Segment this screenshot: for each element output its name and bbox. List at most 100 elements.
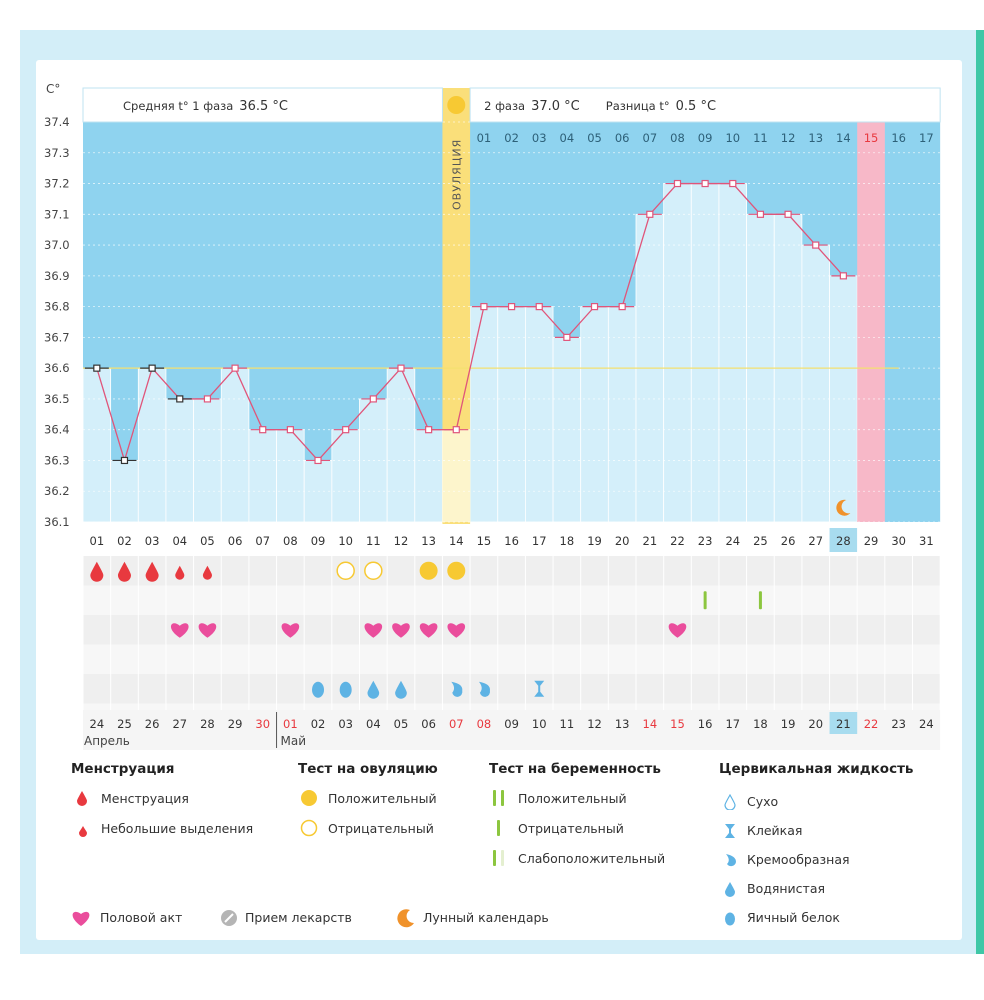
legend-menstruation-heavy: Менструация [101, 791, 189, 806]
cycle-day-label: 04 [172, 534, 187, 548]
phase2-box [469, 87, 941, 123]
temp-bar-day-17 [524, 306, 554, 523]
menstruation-light-icon [78, 822, 88, 841]
y-tick-label: 36.1 [44, 515, 70, 529]
cycle-day-label: 11 [366, 534, 381, 548]
month-april: Апрель [84, 734, 130, 748]
pregnancy-weak-icon [492, 849, 508, 871]
y-tick-label: 36.8 [44, 300, 70, 314]
phase1-label-text: Средняя t° 1 фаза [123, 99, 233, 113]
temp-point-day-15 [480, 303, 488, 311]
cycle-day-label: 31 [919, 534, 934, 548]
y-tick-label: 36.6 [44, 361, 70, 375]
temp-bar-day-19 [580, 306, 609, 523]
legend-ovulation-title: Тест на овуляцию [298, 761, 438, 777]
temp-point-day-9 [314, 456, 322, 465]
y-tick-label: 37.2 [44, 177, 70, 191]
highlight-day-column [857, 122, 885, 522]
post-ovulation-day-label: 07 [643, 131, 658, 145]
menstruation-heavy-icon [90, 561, 104, 582]
calendar-date-label: 01 [283, 717, 298, 731]
cycle-day-label: 23 [698, 534, 713, 548]
y-tick-label: 37.4 [44, 115, 70, 129]
temp-bar-day-24 [718, 183, 748, 523]
cervical-watery-icon [367, 680, 380, 699]
calendar-date-label: 22 [864, 717, 879, 731]
y-tick-label: 37.1 [44, 207, 70, 221]
temp-point-day-23 [701, 179, 709, 188]
cervical-creamy-icon [451, 681, 463, 697]
heart-icon [392, 623, 410, 638]
temp-bar-day-20 [607, 306, 637, 523]
symbol-row-bg [83, 644, 941, 674]
legend-ovulation-positive: Положительный [328, 791, 437, 806]
temp-bar-day-27 [801, 244, 830, 523]
calendar-date-label: 25 [117, 717, 132, 731]
post-ovulation-day-label: 16 [891, 131, 906, 145]
symbol-row-bg [83, 674, 941, 704]
calendar-date-label: 18 [753, 717, 768, 731]
temp-point-day-28 [839, 272, 847, 280]
ovulation-label: ОВУЛЯЦИЯ [450, 139, 463, 210]
phase1-box [82, 87, 443, 123]
post-ovulation-day-label: 11 [753, 131, 768, 145]
temp-point-day-26 [784, 210, 792, 218]
temp-point-day-14 [452, 426, 460, 434]
legend-medication: Прием лекарств [245, 910, 352, 925]
calendar-date-label: 30 [255, 717, 270, 731]
pregnancy-positive-icon [492, 789, 508, 811]
heart-icon [419, 623, 438, 638]
cycle-day-label: 16 [504, 534, 519, 548]
temp-bar-day-5 [193, 398, 222, 523]
heart-icon [281, 623, 300, 638]
y-tick-label: 36.9 [44, 269, 70, 283]
cycle-day-label: 13 [421, 534, 436, 548]
temp-point-day-17 [535, 303, 543, 311]
post-ovulation-day-label: 13 [808, 131, 823, 145]
y-tick-label: 36.3 [44, 453, 70, 467]
temp-point-day-8 [286, 426, 294, 434]
temp-point-day-18 [563, 333, 571, 341]
heart-icon [170, 623, 189, 638]
calendar-date-label: 14 [643, 717, 658, 731]
cycle-day-label: 20 [615, 534, 630, 548]
pill-icon [220, 909, 238, 931]
bbt-chart: C° 37.4 37.3 37.2 37.1 37.0 36.9 36.8 36.7 36.6 36… [44, 82, 941, 750]
pregnancy-negative-icon [496, 819, 504, 841]
temp-point-day-2 [120, 456, 129, 465]
cycle-day-label: 24 [725, 534, 740, 548]
highlight-day-cell [857, 528, 885, 552]
cycle-day-label: 21 [643, 534, 658, 548]
temp-point-day-19 [590, 303, 599, 311]
temp-point-day-27 [812, 241, 820, 249]
cycle-day-label: 22 [670, 534, 685, 548]
y-tick-label: 36.5 [44, 392, 70, 406]
legend-cervical-dry: Сухо [747, 794, 779, 809]
phase2-label: 2 фаза 37.0 °C Разница t° 0.5 °C [484, 99, 716, 114]
calendar-date-label: 09 [504, 717, 519, 731]
calendar-date-label: 10 [532, 717, 547, 731]
calendar-date-label: 03 [338, 717, 353, 731]
temp-point-day-21 [646, 210, 654, 218]
calendar-date-label: 07 [449, 717, 464, 731]
temp-point-day-4 [176, 395, 184, 403]
ovulation-positive-icon [300, 789, 318, 811]
calendar-date-label: 12 [587, 717, 602, 731]
cycle-day-label: 30 [891, 534, 906, 548]
cervical-dry-icon [724, 793, 736, 814]
calendar-date-label: 16 [698, 717, 713, 731]
heart-icon [71, 909, 91, 931]
cycle-day-label: 03 [145, 534, 160, 548]
temp-bar-day-12 [386, 367, 416, 523]
calendar-date-label: 23 [891, 717, 906, 731]
post-ovulation-day-label: 14 [836, 131, 851, 145]
calendar-date-label: 06 [421, 717, 436, 731]
temp-bar-day-10 [331, 429, 360, 523]
post-ovulation-day-label: 15 [864, 131, 879, 145]
bbt-chart-card: C° 37.4 37.3 37.2 37.1 37.0 36.9 36.8 36.7 36.6 36… [36, 60, 962, 940]
post-ovulation-day-label: 01 [477, 131, 492, 145]
month-may: Май [281, 734, 307, 748]
post-ovulation-day-label: 06 [615, 131, 630, 145]
symbol-row-bg [83, 585, 941, 615]
calendar-date-label: 24 [919, 717, 934, 731]
